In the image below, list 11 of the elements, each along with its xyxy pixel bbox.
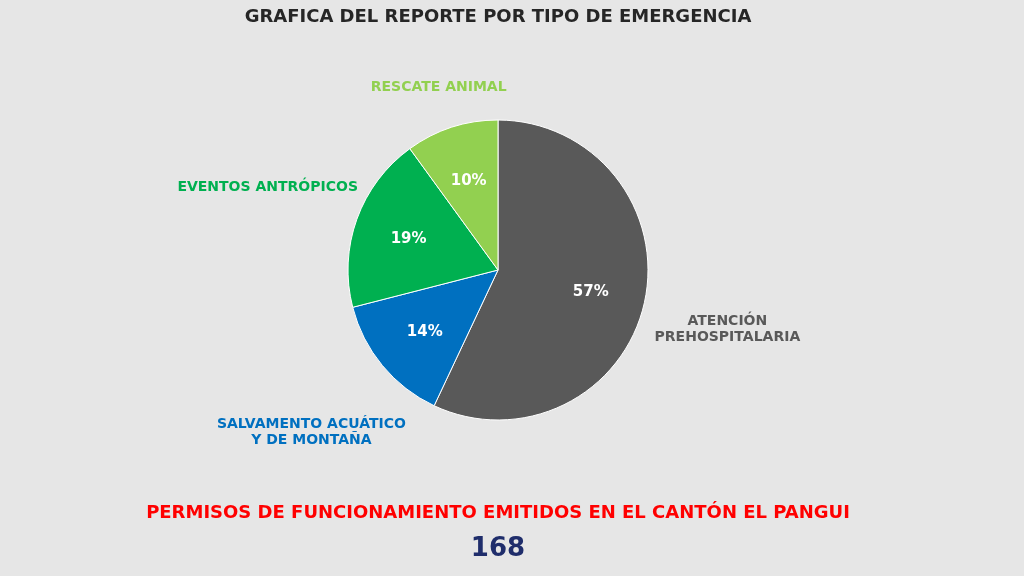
data-label: 14% — [406, 321, 443, 340]
slice-label: SALVAMENTO ACUÁTICO Y DE MONTAÑA — [216, 415, 406, 448]
data-label: 57% — [572, 281, 609, 300]
slice-label: ATENCIÓN PREHOSPITALARIA — [654, 311, 801, 345]
slice-label: RESCATE ANIMAL — [370, 78, 507, 95]
text: 168 — [470, 531, 526, 562]
text: PERMISOS DE FUNCIONAMIENTO EMITIDOS EN EL CANTÓN EL PANGUI — [146, 500, 850, 522]
chart-title: GRAFICA DEL REPORTE POR TIPO DE EMERGENCIA — [244, 5, 752, 27]
data-label: 10% — [450, 170, 487, 189]
slice-label: EVENTOS ANTRÓPICOS — [177, 177, 358, 195]
data-label: 19% — [390, 228, 427, 247]
